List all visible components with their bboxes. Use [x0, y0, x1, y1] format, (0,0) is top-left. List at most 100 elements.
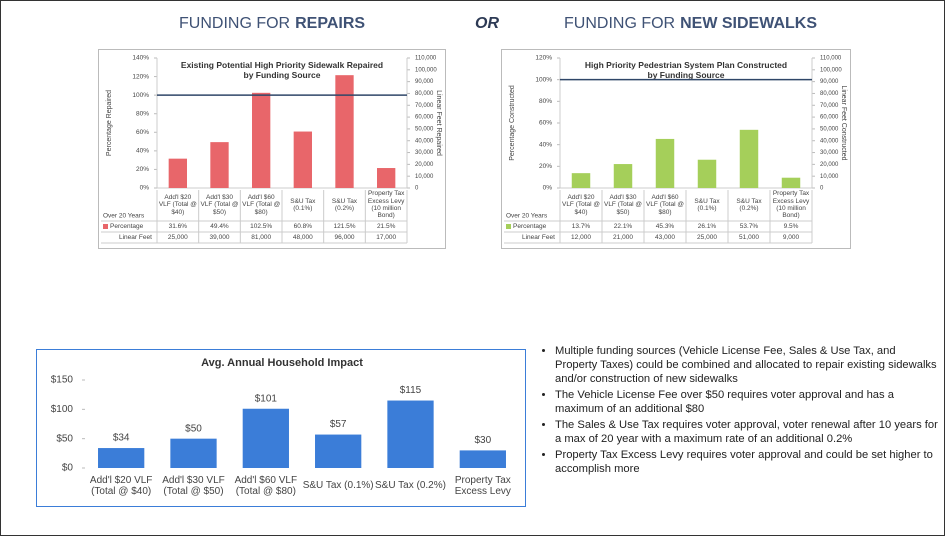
y2-tick-label: 70,000: [820, 103, 839, 109]
table-cell: 60.8%: [294, 223, 313, 230]
y2-tick-label: 100,000: [415, 67, 437, 73]
table-corner: Over 20 Years: [506, 213, 548, 220]
bar: [377, 168, 396, 188]
y-tick-label: 0%: [140, 185, 150, 192]
y2-tick-label: 70,000: [415, 103, 434, 109]
x-tick-label-box: Property Tax Excess Levy (10 million Bon…: [773, 190, 810, 219]
bar: [387, 400, 434, 468]
bar: [252, 92, 271, 188]
table-cell: 22.1%: [614, 223, 633, 230]
bar: [315, 434, 362, 468]
y2-tick-label: 40,000: [415, 138, 434, 144]
x-tick-label: Add'l $30 VLF (Total @ $50): [162, 474, 225, 498]
heading-emphasis: REPAIRS: [295, 15, 366, 32]
x-tick-label-box: S&U Tax (0.2%): [331, 197, 358, 212]
right-heading: FUNDING FOR NEW SIDEWALKS: [564, 15, 817, 33]
heading-emphasis: NEW SIDEWALKS: [680, 15, 817, 32]
bar: [697, 159, 717, 188]
x-tick-label: Property Tax Excess Levy: [454, 474, 511, 498]
table-cell: 31.6%: [169, 223, 188, 230]
y2-tick-label: 40,000: [820, 138, 839, 144]
y2-tick-label: 10,000: [415, 174, 434, 180]
left-heading: FUNDING FOR REPAIRS: [179, 15, 365, 33]
y2-tick-label: 90,000: [415, 79, 434, 85]
chart-title: High Priority Pedestrian System Plan Con…: [584, 60, 788, 80]
bullet: The Vehicle License Fee over $50 require…: [555, 388, 940, 416]
x-tick-label-box: Add'l $30 VLF (Total @ $50): [603, 193, 643, 216]
x-tick-label: Add'l $30 VLF (Total @ $50): [603, 193, 643, 216]
table-cell: 121.5%: [333, 223, 355, 230]
bar: [781, 177, 801, 188]
bullet-list: Multiple funding sources (Vehicle Licens…: [541, 344, 940, 478]
x-tick-label: S&U Tax (0.2%): [736, 197, 762, 212]
table-cell: 49.4%: [210, 223, 229, 230]
chart-title: Existing Potential High Priority Sidewal…: [180, 60, 384, 80]
bar: [170, 438, 217, 468]
bar: [293, 131, 312, 188]
x-tick-label-box: Add'l $60 VLF (Total @ $80): [242, 193, 281, 216]
table-cell: 13.7%: [572, 223, 591, 230]
table-cell: 25,000: [168, 234, 188, 241]
table-cell: 9,000: [783, 234, 800, 241]
y-tick-label: 0%: [543, 185, 553, 192]
x-tick-label: Add'l $60 VLF (Total @ $80): [242, 193, 281, 216]
y-tick-label: 20%: [136, 166, 149, 173]
x-tick-label: Add'l $20 VLF (Total @ $40): [561, 193, 601, 216]
bullet: Multiple funding sources (Vehicle Licens…: [555, 344, 940, 386]
x-tick-label-box: Add'l $20 VLF (Total @ $40): [561, 193, 601, 216]
bar: [613, 164, 633, 188]
x-tick-label-box: S&U Tax (0.1%): [694, 198, 719, 212]
bar: [335, 75, 354, 188]
x-tick-label-box: Property Tax Excess Levy (10 million Bon…: [368, 190, 405, 219]
value-label: $50: [185, 423, 202, 434]
y2-tick-label: 10,000: [820, 174, 839, 180]
x-tick-label-box: S&U Tax (0.2%): [736, 197, 762, 212]
chart: High Priority Pedestrian System Plan Con…: [501, 49, 851, 249]
bar: [168, 158, 187, 188]
y-tick-label: $150: [51, 375, 74, 386]
table-cell: 81,000: [251, 234, 271, 241]
table-cell: 51,000: [739, 234, 759, 241]
chart-title-box: High Priority Pedestrian System Plan Con…: [584, 60, 788, 80]
value-label: $34: [113, 433, 130, 444]
x-tick-label: S&U Tax (0.2%): [375, 480, 446, 492]
x-tick-label-box: S&U Tax (0.2%): [375, 480, 446, 492]
x-tick-label: Add'l $60 VLF (Total @ $80): [234, 474, 298, 498]
y2-axis-label: Linear Feet Constructed: [840, 85, 847, 160]
legend-label: Percentage: [110, 223, 144, 230]
x-tick-label-box: S&U Tax (0.1%): [303, 480, 374, 491]
x-tick-label: S&U Tax (0.2%): [331, 197, 358, 212]
heading-text: FUNDING FOR: [564, 15, 676, 32]
x-tick-label: Add'l $60 VLF (Total @ $80): [645, 193, 685, 216]
table-cell: 96,000: [335, 234, 355, 241]
y-tick-label: $0: [62, 463, 74, 474]
y-tick-label: 80%: [136, 110, 149, 117]
legend-swatch: [103, 224, 108, 229]
legend-swatch: [506, 224, 511, 229]
x-tick-label: Add'l $20 VLF (Total @ $40): [158, 193, 197, 216]
y2-tick-label: 50,000: [820, 126, 839, 132]
table-row-header: Linear Feet: [119, 234, 152, 241]
y2-tick-label: 30,000: [820, 150, 839, 156]
table-cell: 26.1%: [698, 223, 717, 230]
y2-tick-label: 60,000: [415, 115, 434, 121]
y2-tick-label: 60,000: [820, 115, 839, 121]
bullet: The Sales & Use Tax requires voter appro…: [555, 418, 940, 446]
y-tick-label: $100: [51, 404, 74, 415]
x-tick-label: S&U Tax (0.1%): [290, 197, 316, 212]
value-label: $57: [330, 419, 347, 430]
y-tick-label: 40%: [136, 148, 149, 155]
table-cell: 25,000: [697, 234, 717, 241]
y2-tick-label: 30,000: [415, 150, 434, 156]
y-tick-label: 60%: [539, 120, 552, 127]
y2-tick-label: 20,000: [820, 162, 839, 168]
y-tick-label: 20%: [539, 163, 552, 170]
y-tick-label: $50: [56, 433, 73, 444]
bar: [655, 138, 675, 188]
table-corner: Over 20 Years: [103, 213, 145, 220]
x-tick-label-box: Add'l $30 VLF (Total @ $50): [200, 194, 238, 216]
y-tick-label: 60%: [136, 129, 149, 136]
y-axis-label: Percentage Constructed: [509, 85, 516, 161]
x-tick-label-box: Add'l $60 VLF (Total @ $80): [234, 474, 298, 498]
bar: [459, 450, 506, 468]
